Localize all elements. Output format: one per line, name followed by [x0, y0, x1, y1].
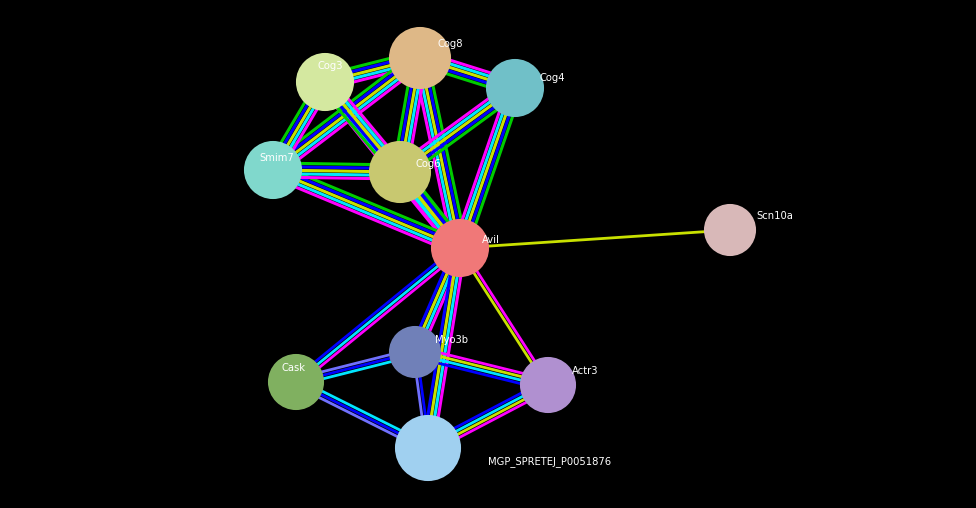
Text: Cog6: Cog6	[416, 159, 441, 169]
Text: Cog3: Cog3	[317, 61, 343, 71]
Circle shape	[390, 28, 450, 88]
Circle shape	[269, 355, 323, 409]
Text: Avil: Avil	[482, 235, 500, 245]
Text: Myo3b: Myo3b	[435, 335, 468, 345]
Circle shape	[487, 60, 543, 116]
Circle shape	[432, 220, 488, 276]
Circle shape	[390, 327, 440, 377]
Circle shape	[370, 142, 430, 202]
Text: Smim7: Smim7	[259, 153, 294, 163]
Text: MGP_SPRETEJ_P0051876: MGP_SPRETEJ_P0051876	[488, 457, 611, 467]
Text: Scn10a: Scn10a	[756, 211, 793, 221]
Text: Cask: Cask	[282, 363, 306, 373]
Text: Cog8: Cog8	[438, 39, 464, 49]
Circle shape	[521, 358, 575, 412]
Circle shape	[297, 54, 353, 110]
Text: Actr3: Actr3	[572, 366, 598, 376]
Text: Cog4: Cog4	[539, 73, 564, 83]
Circle shape	[396, 416, 460, 480]
Circle shape	[705, 205, 755, 255]
Circle shape	[245, 142, 301, 198]
